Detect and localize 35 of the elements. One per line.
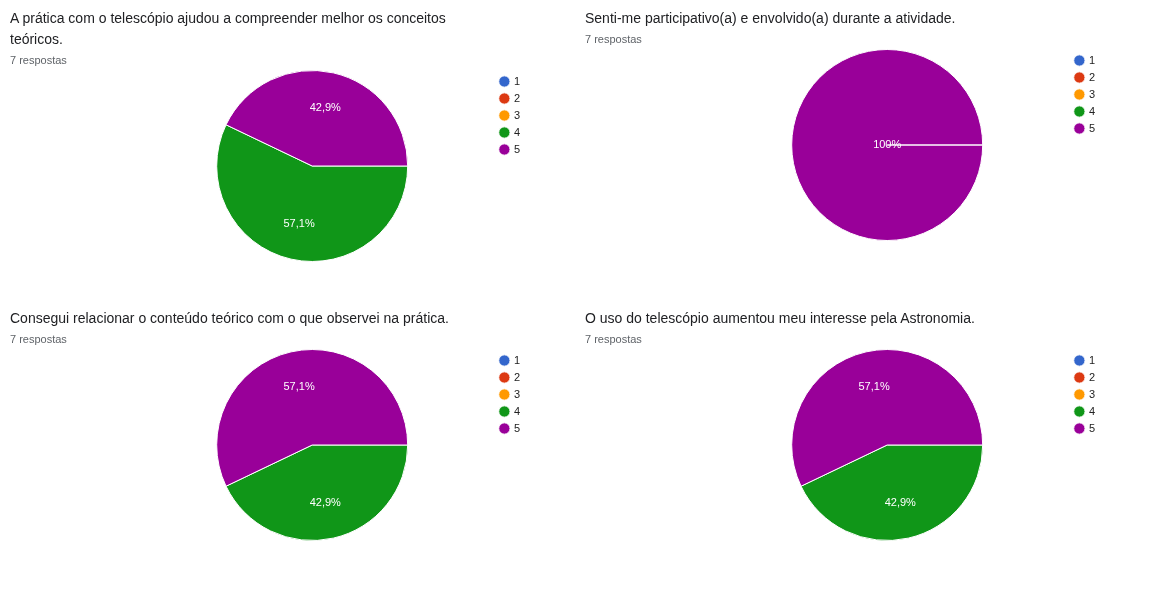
legend-label: 5 xyxy=(513,142,521,155)
data-label: 57,1% xyxy=(283,380,315,393)
legend-label: 2 xyxy=(1088,70,1096,83)
chart-title: O uso do telescópio aumentou meu interesse pela Astronomia. xyxy=(585,309,976,328)
text: 7 respostas xyxy=(10,54,68,66)
legend-label: 5 xyxy=(513,421,521,434)
legend-label: 1 xyxy=(1088,53,1096,66)
data-label: 42,9% xyxy=(309,101,342,114)
data-label: 42,9% xyxy=(309,495,342,508)
legend-label: 3 xyxy=(513,108,521,121)
legend-label: 3 xyxy=(1088,387,1096,400)
legend-label: 5 xyxy=(1088,421,1096,434)
legend-label: 4 xyxy=(1088,104,1096,117)
legend-label: 4 xyxy=(513,404,521,417)
legend-label: 4 xyxy=(1088,404,1096,417)
legend-label: 1 xyxy=(513,353,521,366)
legend-label: 4 xyxy=(513,125,521,138)
legend-label: 3 xyxy=(1088,87,1096,100)
chart-title: Senti-me participativo(a) e envolvido(a) durante a atividade. xyxy=(585,9,957,28)
legend-label: 2 xyxy=(513,91,521,104)
legend-label: 3 xyxy=(513,387,521,400)
data-label: 57,1% xyxy=(858,380,890,393)
text: 7 respostas xyxy=(585,333,643,345)
legend-label: 2 xyxy=(1088,370,1096,383)
chart-title: A prática com o telescópio ajudou a compreender melhor os conceitos teóricos. xyxy=(10,9,447,49)
data-label: 57,1% xyxy=(283,216,315,229)
legend-label: 2 xyxy=(513,370,521,383)
chart-title: Consegui relacionar o conteúdo teórico com o que observei na prática. xyxy=(10,309,450,328)
text: 7 respostas xyxy=(585,33,643,45)
data-label: 42,9% xyxy=(884,495,917,508)
legend-label: 1 xyxy=(513,74,521,87)
text: 7 respostas xyxy=(10,333,68,345)
legend-label: 5 xyxy=(1088,121,1096,134)
data-label: 100% xyxy=(873,138,902,151)
legend-label: 1 xyxy=(1088,353,1096,366)
